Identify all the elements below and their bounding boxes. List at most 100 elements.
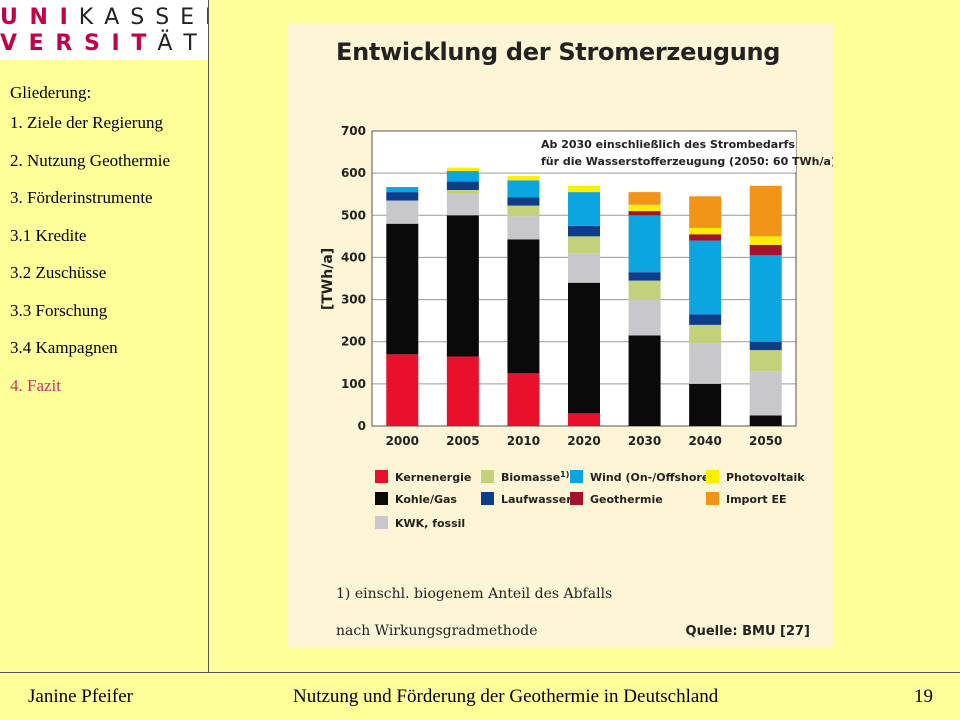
outline-item: 3.4 Kampagnen: [10, 338, 118, 357]
bar-segment: [386, 354, 419, 426]
bar-segment: [628, 192, 661, 205]
university-logo: U N I K A S S E L V E R S I T Ä T: [0, 0, 217, 60]
bar-segment: [749, 371, 782, 416]
bar-segment: [628, 204, 661, 212]
x-tick-label: 2020: [567, 434, 600, 448]
chart-method-note: nach Wirkungsgradmethode: [336, 623, 538, 639]
page-number: 19: [914, 686, 933, 707]
bar-segment: [446, 194, 479, 216]
bar-segment: [507, 205, 540, 217]
x-tick-label: 2000: [386, 434, 419, 448]
bar-segment: [749, 185, 782, 237]
bar-segment: [628, 280, 661, 300]
bar-segment: [568, 236, 600, 254]
bar-segment: [568, 282, 600, 414]
bar-segment: [689, 314, 722, 325]
y-tick-label: 700: [341, 124, 366, 138]
annotation-box: [534, 132, 796, 172]
svg-text:V E R S I T Ä T: V E R S I T Ä T: [0, 30, 199, 56]
bar-segment: [749, 415, 782, 426]
chart-footnote: 1) einschl. biogenem Anteil des Abfalls: [336, 586, 612, 602]
legend-swatch: [570, 492, 583, 505]
legend-label: Laufwasser: [501, 493, 572, 506]
legend-label: Wind (On-/Offshore): [590, 471, 714, 484]
bar-segment: [568, 253, 600, 283]
legend-swatch: [570, 470, 583, 483]
bar-segment: [568, 185, 600, 193]
bar-segment: [507, 239, 540, 374]
y-axis-label: [TWh/a]: [320, 248, 336, 310]
footer-divider: [0, 672, 960, 673]
footer-title: Nutzung und Förderung der Geothermie in …: [293, 686, 719, 707]
annotation-line: für die Wasserstofferzeugung (2050: 60 T…: [541, 155, 833, 168]
y-tick-label: 500: [341, 208, 366, 222]
bar-segment: [749, 255, 782, 342]
legend-label: Photovoltaik: [726, 471, 805, 484]
bar-segment: [628, 299, 661, 336]
legend-swatch: [481, 492, 494, 505]
legend-superscript: 1): [560, 470, 569, 479]
bar-segment: [628, 215, 661, 273]
bar-segment: [568, 413, 600, 426]
outline-item: 3. Förderinstrumente: [10, 188, 153, 207]
bar-segment: [386, 200, 419, 224]
legend-swatch: [375, 470, 388, 483]
svg-text:U N I K A S S E L: U N I K A S S E L: [0, 5, 208, 30]
legend-swatch: [375, 516, 388, 529]
bar-segment: [507, 216, 540, 240]
legend-label: Geothermie: [590, 493, 663, 506]
bar-segment: [446, 190, 479, 195]
stacked-bar-chart: 0 100 200 300 400 500 600 700 [TWh/a] 2000 2005 201…: [320, 124, 833, 639]
bar-segment: [386, 187, 419, 193]
bar-segment: [689, 196, 722, 228]
logo-wordmark: U N I K A S S E L V E R S I T Ä T: [0, 5, 217, 56]
outline-item: 3.3 Forschung: [10, 300, 108, 320]
bar-segment: [446, 356, 479, 426]
outline-item: 2. Nutzung Geothermie: [10, 150, 171, 170]
bar-segment: [689, 343, 722, 384]
bar-segment: [386, 223, 419, 355]
legend-label: Kohle/Gas: [395, 493, 457, 506]
outline-item: 4. Fazit: [10, 375, 61, 395]
legend-label: Biomasse1): [501, 470, 569, 484]
outline-nav: Gliederung: 1. Ziele der Regierung 2. Nut…: [10, 80, 202, 410]
bar-segment: [749, 244, 782, 256]
annotation-line: Ab 2030 einschließlich des Strombedarfs: [541, 138, 795, 151]
x-tick-label: 2050: [749, 434, 782, 448]
y-tick-label: 400: [341, 250, 366, 264]
legend-swatch: [706, 470, 719, 483]
x-tick-label: 2030: [628, 434, 661, 448]
footer-author: Janine Pfeifer: [28, 686, 133, 707]
bar-segment: [628, 272, 661, 281]
legend-label: Import EE: [726, 493, 787, 506]
bar-segment: [749, 350, 782, 372]
y-tick-label: 300: [341, 293, 366, 307]
outline-item: 1. Ziele der Regierung: [10, 113, 163, 132]
legend-label: Kernenergie: [395, 471, 471, 484]
y-tick-label: 200: [341, 335, 366, 349]
legend-swatch: [706, 492, 719, 505]
bar-segment: [689, 383, 722, 426]
bar-segment: [749, 236, 782, 245]
bar-segment: [446, 171, 479, 182]
bar-segment: [507, 180, 540, 198]
bar-segment: [689, 227, 722, 235]
bar-segment: [568, 225, 600, 237]
chart-figure: Entwicklung der Stromerzeugung 0 100 200 30…: [288, 24, 833, 648]
chart-source: Quelle: BMU [27]: [686, 624, 810, 639]
y-tick-label: 100: [341, 377, 366, 391]
y-tick-label: 600: [341, 166, 366, 180]
outline-item: 3.2 Zuschüsse: [10, 263, 107, 282]
legend-label: KWK, fossil: [395, 517, 465, 530]
bar-segment: [628, 211, 661, 216]
bar-segment: [628, 335, 661, 426]
bar-segment: [749, 341, 782, 351]
bar-segment: [507, 176, 540, 181]
bar-segment: [446, 181, 479, 190]
y-tick-label: 0: [358, 419, 366, 433]
bar-segment: [689, 234, 722, 241]
legend-swatch: [481, 470, 494, 483]
bar-segment: [446, 167, 479, 172]
outline-heading: Gliederung:: [10, 83, 92, 102]
bar-segment: [689, 324, 722, 344]
